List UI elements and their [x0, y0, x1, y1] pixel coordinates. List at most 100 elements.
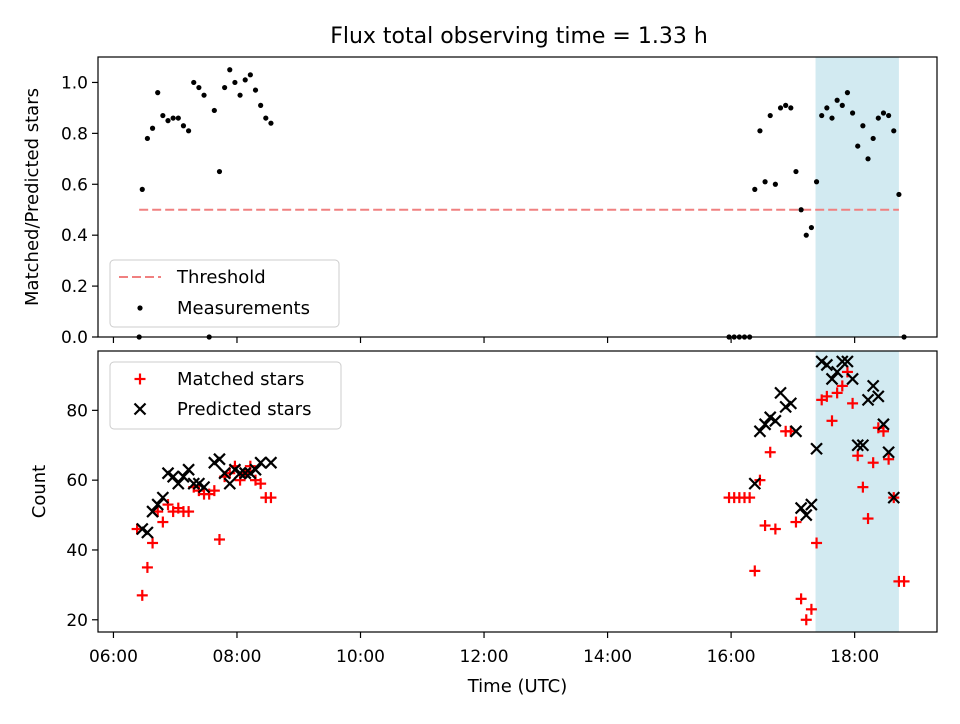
predicted-point: [820, 358, 834, 372]
y-axis-label: Count: [29, 465, 50, 518]
predicted-point: [856, 438, 870, 452]
matched-point: [898, 575, 910, 587]
y-axis-label: Matched/Predicted stars: [22, 88, 43, 306]
predicted-point: [825, 372, 839, 386]
predicted-point-b: [192, 477, 206, 490]
predicted-point: [223, 477, 237, 490]
predicted-point-b: [141, 526, 154, 539]
measurement-point: [175, 115, 181, 121]
predicted-point-b: [830, 365, 844, 379]
plot-frame: [97, 350, 938, 633]
y-tick-label: 80: [66, 401, 88, 421]
measurement-point: [783, 102, 789, 108]
matched-point: [764, 446, 776, 458]
measurement-point: [227, 67, 233, 73]
measurement-point: [211, 107, 217, 114]
matched-point: [836, 380, 848, 392]
measurement-point: [149, 125, 156, 131]
predicted-point-b: [825, 372, 839, 386]
predicted-point: [151, 498, 164, 511]
measurement-point: [819, 112, 825, 119]
legend-predicted-swatch: [133, 402, 147, 416]
ratio-panel: 0.0 0.2 0.4 0.6 0.8 1.0 Matched/Predicted sta…: [22, 56, 938, 348]
predicted-point: [146, 505, 159, 518]
legend-predicted-marker: [133, 402, 147, 416]
legend-predicted-label: Predicted stars: [177, 399, 311, 420]
y-tick-label: 0.6: [61, 175, 88, 195]
measurement-point: [268, 120, 274, 126]
predicted-point-b: [820, 358, 834, 372]
matched-point: [234, 474, 246, 486]
predicted-point: [866, 379, 880, 393]
predicted-point-b: [218, 466, 231, 480]
measurement-point: [886, 112, 892, 119]
measurement-point: [180, 123, 187, 129]
measurement-point: [896, 191, 902, 198]
predicted-point: [166, 470, 180, 483]
x-tick-label: 10:00: [336, 647, 385, 667]
measurement-point: [798, 207, 804, 213]
matched-point: [136, 589, 148, 601]
measurement-point: [263, 115, 269, 121]
measurement-point: [762, 179, 768, 185]
matched-point: [749, 565, 761, 577]
measurement-point: [865, 156, 871, 162]
measurement-point: [860, 123, 866, 129]
predicted-point: [249, 463, 262, 476]
predicted-point-b: [264, 456, 278, 469]
measurement-point: [185, 128, 192, 134]
measurement-point: [252, 87, 259, 93]
legend: Threshold Measurements: [109, 259, 340, 328]
matched-point: [265, 492, 277, 504]
predicted-point-b: [872, 390, 885, 403]
matched-point: [157, 516, 169, 528]
y-axis-ticks: 20 40 60 80: [66, 401, 98, 631]
chart-title: Flux total observing time = 1.33 h: [330, 24, 708, 49]
predicted-point-b: [166, 470, 180, 483]
predicted-point-b: [856, 438, 870, 452]
measurement-point: [844, 90, 851, 96]
predicted-point: [182, 463, 195, 476]
measurement-point: [237, 92, 243, 98]
measurement-point: [839, 102, 845, 108]
predicted-point-b: [135, 522, 149, 536]
legend-measurement-label: Measurements: [177, 298, 310, 319]
predicted-point-b: [882, 445, 895, 459]
matched-point: [805, 603, 817, 615]
measurement-point: [247, 72, 253, 78]
plot-frame: [97, 56, 938, 338]
predicted-point-b: [146, 505, 159, 518]
predicted-point-b: [172, 477, 185, 490]
predicted-point-b: [789, 425, 803, 438]
measurement-point: [144, 135, 151, 142]
predicted-point-b: [151, 498, 164, 511]
measurement-point: [824, 105, 830, 111]
predicted-point: [774, 386, 787, 400]
measurement-point: [772, 181, 778, 187]
predicted-point-b: [861, 393, 875, 407]
predicted-point: [789, 425, 803, 438]
measurement-points: [136, 67, 907, 340]
measurement-point: [855, 143, 861, 149]
predicted-point-b: [228, 463, 242, 476]
predicted-point-b: [223, 477, 237, 490]
predicted-point-b: [866, 379, 880, 393]
legend-predicted-marker-b: [133, 402, 147, 416]
predicted-point: [877, 418, 890, 431]
legend-box: [109, 259, 340, 328]
matched-point: [790, 516, 802, 528]
predicted-point: [156, 491, 170, 504]
x-tick-label: 14:00: [583, 647, 632, 667]
predicted-point-b: [799, 508, 813, 522]
predicted-point: [197, 480, 211, 494]
predicted-point-b: [197, 480, 211, 494]
measurement-point: [139, 186, 145, 192]
matched-point: [769, 523, 781, 535]
y-tick-label: 0.4: [61, 226, 88, 246]
measurement-point: [155, 90, 161, 96]
predicted-point-b: [161, 466, 175, 480]
matched-point: [213, 533, 225, 545]
predicted-point-b: [156, 491, 170, 504]
y-tick-label: 20: [66, 611, 88, 631]
